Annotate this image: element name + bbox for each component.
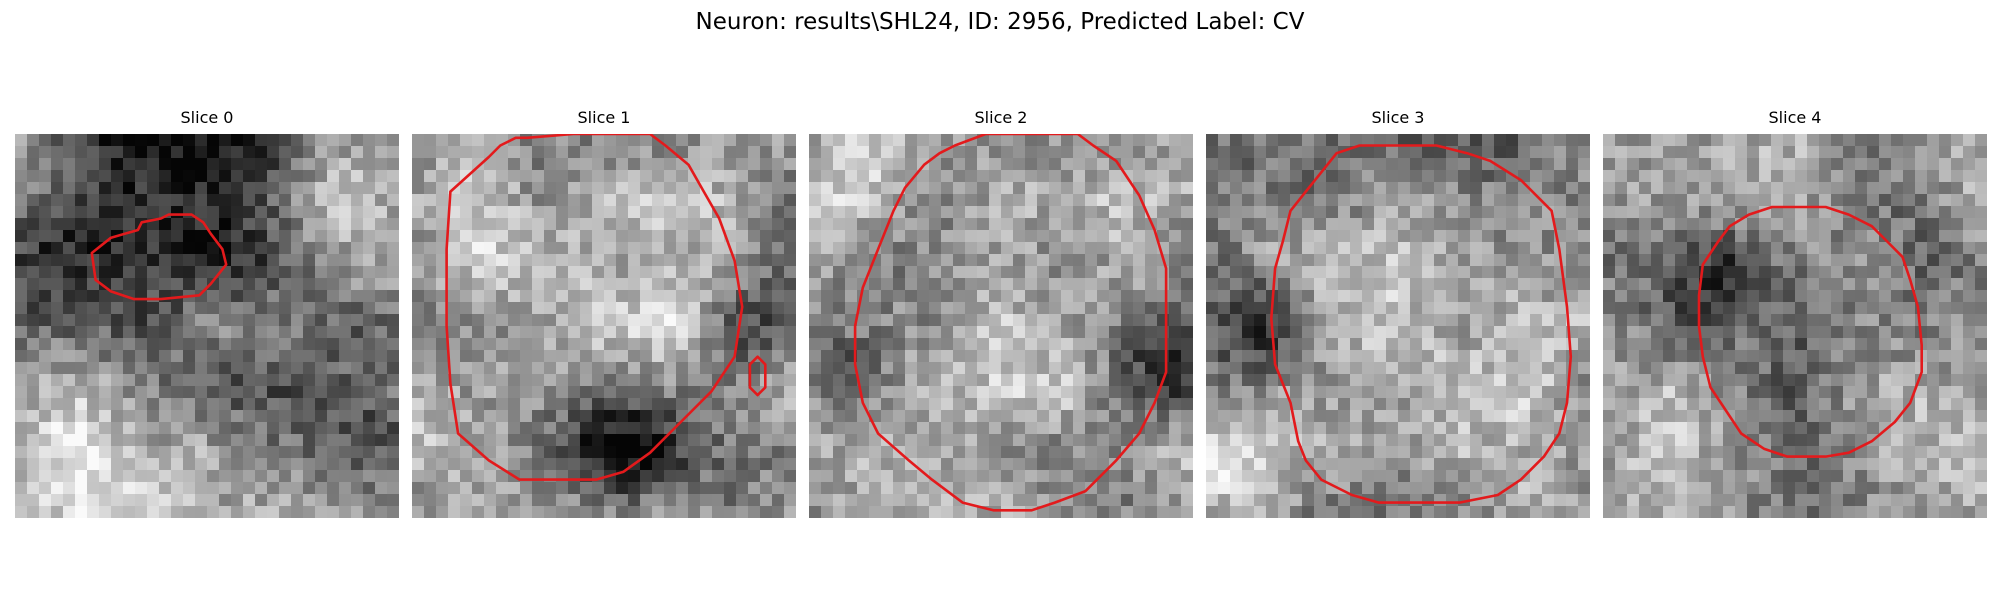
segmentation-contour (1697, 205, 1924, 458)
slice-title: Slice 1 (577, 108, 631, 127)
segmentation-contour (90, 213, 228, 301)
figure-title: Neuron: results\SHL24, ID: 2956, Predict… (695, 9, 1305, 35)
slice-title: Slice 4 (1768, 108, 1822, 127)
slice-panel: Slice 1 (412, 108, 796, 518)
segmentation-contour (445, 134, 744, 481)
slice-panel: Slice 0 (15, 108, 399, 518)
segmentation-contour (853, 134, 1168, 512)
slice-panel: Slice 4 (1603, 108, 1987, 518)
slice-panel: Slice 3 (1206, 108, 1590, 518)
segmentation-contour (1270, 144, 1573, 504)
slice-image (809, 134, 1193, 518)
slice-image (1206, 134, 1590, 518)
slice-image (412, 134, 796, 518)
slice-image (15, 134, 399, 518)
segmentation-contour (748, 355, 767, 397)
slice-panel: Slice 2 (809, 108, 1193, 518)
slice-image (1603, 134, 1987, 518)
slice-title: Slice 0 (180, 108, 234, 127)
slice-title: Slice 2 (974, 108, 1028, 127)
slice-title: Slice 3 (1371, 108, 1425, 127)
